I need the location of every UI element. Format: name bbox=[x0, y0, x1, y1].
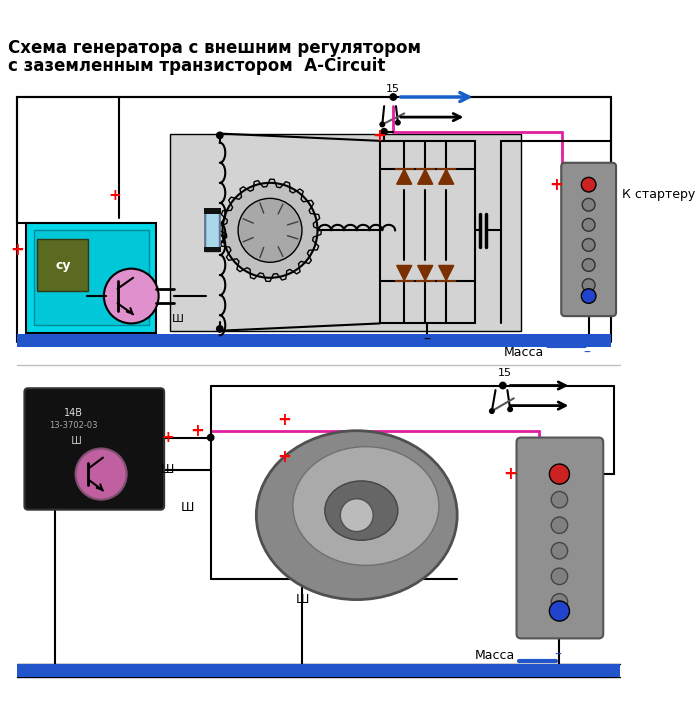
Circle shape bbox=[500, 383, 506, 389]
Text: +: + bbox=[277, 411, 291, 429]
Polygon shape bbox=[397, 169, 412, 184]
FancyBboxPatch shape bbox=[205, 209, 220, 252]
Ellipse shape bbox=[293, 446, 439, 565]
Circle shape bbox=[508, 407, 512, 411]
Circle shape bbox=[390, 93, 397, 100]
Text: 15: 15 bbox=[386, 84, 400, 94]
Text: +: + bbox=[549, 175, 562, 193]
Text: Ш: Ш bbox=[172, 314, 184, 324]
Ellipse shape bbox=[256, 431, 457, 600]
Circle shape bbox=[395, 120, 400, 125]
Circle shape bbox=[583, 279, 595, 291]
FancyBboxPatch shape bbox=[33, 230, 148, 325]
Circle shape bbox=[489, 409, 494, 413]
Circle shape bbox=[549, 601, 569, 621]
Ellipse shape bbox=[325, 481, 398, 540]
Circle shape bbox=[223, 183, 317, 278]
Circle shape bbox=[76, 449, 127, 500]
Text: –: – bbox=[555, 648, 562, 662]
Text: +: + bbox=[161, 430, 174, 445]
Polygon shape bbox=[438, 169, 454, 184]
Circle shape bbox=[340, 499, 373, 531]
Text: Ш: Ш bbox=[161, 463, 175, 476]
Circle shape bbox=[583, 198, 595, 211]
Circle shape bbox=[583, 239, 595, 252]
Text: су: су bbox=[55, 259, 70, 272]
FancyBboxPatch shape bbox=[37, 239, 88, 290]
Circle shape bbox=[551, 466, 568, 482]
Circle shape bbox=[551, 517, 568, 533]
FancyBboxPatch shape bbox=[205, 209, 221, 214]
Text: –: – bbox=[424, 333, 431, 347]
Circle shape bbox=[581, 178, 596, 192]
Circle shape bbox=[583, 178, 595, 191]
FancyBboxPatch shape bbox=[205, 247, 221, 252]
Circle shape bbox=[551, 543, 568, 559]
Text: +: + bbox=[372, 127, 386, 145]
Circle shape bbox=[551, 594, 568, 610]
Text: К стартеру: К стартеру bbox=[622, 188, 695, 201]
FancyBboxPatch shape bbox=[17, 334, 610, 347]
Circle shape bbox=[216, 326, 223, 332]
Polygon shape bbox=[438, 265, 454, 280]
Circle shape bbox=[104, 269, 159, 324]
Circle shape bbox=[238, 198, 302, 262]
Text: с заземленным транзистором  A-Circuit: с заземленным транзистором A-Circuit bbox=[8, 57, 386, 75]
FancyBboxPatch shape bbox=[516, 438, 603, 638]
FancyBboxPatch shape bbox=[170, 134, 521, 331]
Circle shape bbox=[583, 259, 595, 271]
Polygon shape bbox=[418, 265, 433, 280]
Circle shape bbox=[581, 289, 596, 303]
FancyBboxPatch shape bbox=[17, 664, 619, 677]
Text: +: + bbox=[10, 242, 24, 260]
Text: Масса: Масса bbox=[475, 649, 514, 662]
Text: 15: 15 bbox=[498, 368, 512, 378]
Circle shape bbox=[551, 568, 568, 585]
Text: 14B: 14B bbox=[64, 408, 84, 418]
Text: +: + bbox=[190, 422, 204, 440]
Polygon shape bbox=[418, 169, 433, 184]
Text: Масса: Масса bbox=[504, 346, 544, 360]
Circle shape bbox=[207, 434, 214, 441]
Circle shape bbox=[549, 464, 569, 484]
Polygon shape bbox=[397, 265, 412, 280]
FancyBboxPatch shape bbox=[24, 388, 164, 510]
Text: +: + bbox=[277, 448, 291, 466]
Circle shape bbox=[216, 132, 223, 139]
Text: Схема генератора с внешним регулятором: Схема генератора с внешним регулятором bbox=[8, 39, 421, 57]
Text: +: + bbox=[503, 465, 517, 483]
Text: –: – bbox=[583, 346, 590, 360]
Text: +: + bbox=[109, 188, 121, 203]
Circle shape bbox=[551, 491, 568, 508]
Text: 13-3702-03: 13-3702-03 bbox=[49, 421, 98, 430]
Circle shape bbox=[380, 122, 385, 127]
Circle shape bbox=[381, 129, 388, 135]
Circle shape bbox=[583, 219, 595, 232]
FancyBboxPatch shape bbox=[26, 223, 156, 333]
FancyBboxPatch shape bbox=[561, 162, 616, 316]
Text: Ш: Ш bbox=[181, 501, 195, 515]
Text: Ш: Ш bbox=[295, 592, 308, 606]
Text: Ш: Ш bbox=[65, 436, 82, 446]
